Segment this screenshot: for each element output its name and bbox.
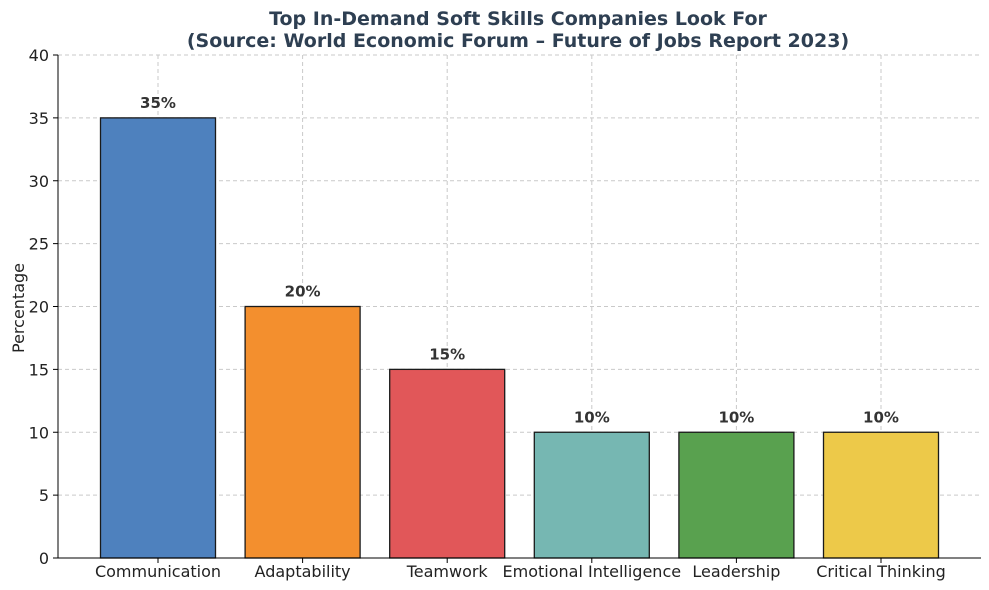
y-tick-label: 5 bbox=[39, 486, 49, 505]
x-tick-label: Leadership bbox=[692, 562, 780, 581]
x-tick-label: Critical Thinking bbox=[816, 562, 946, 581]
x-tick-label: Communication bbox=[95, 562, 221, 581]
bar bbox=[244, 305, 361, 559]
y-tick-label: 40 bbox=[29, 46, 49, 65]
data-label: 10% bbox=[863, 408, 899, 426]
x-tick-label: Teamwork bbox=[406, 562, 489, 581]
labels: 0 5 10 15 20 25 30 35 40 35% 20% 15% 10% 10% 10% Commun… bbox=[29, 46, 946, 581]
bars bbox=[99, 117, 940, 559]
axes bbox=[53, 54, 981, 563]
bar bbox=[99, 117, 217, 559]
chart-subtitle: (Source: World Economic Forum – Future o… bbox=[187, 30, 849, 52]
y-tick-label: 30 bbox=[29, 172, 49, 191]
bar bbox=[822, 431, 940, 559]
data-label: 20% bbox=[285, 283, 321, 301]
bar bbox=[678, 431, 795, 559]
data-label: 10% bbox=[718, 408, 754, 426]
y-tick-label: 0 bbox=[39, 549, 49, 568]
y-tick-label: 15 bbox=[29, 360, 49, 379]
bar bbox=[389, 368, 506, 559]
y-axis-label: Percentage bbox=[9, 263, 28, 353]
data-label: 10% bbox=[574, 408, 610, 426]
x-tick-label: Adaptability bbox=[255, 562, 351, 581]
bar bbox=[533, 431, 650, 559]
y-tick-label: 25 bbox=[29, 235, 49, 254]
data-label: 35% bbox=[140, 94, 176, 112]
chart-title: Top In-Demand Soft Skills Companies Look… bbox=[269, 8, 767, 30]
x-tick-label: Emotional Intelligence bbox=[503, 562, 682, 581]
y-tick-label: 35 bbox=[29, 109, 49, 128]
data-label: 15% bbox=[429, 345, 465, 363]
y-tick-label: 10 bbox=[29, 423, 49, 442]
y-tick-label: 20 bbox=[29, 298, 49, 317]
